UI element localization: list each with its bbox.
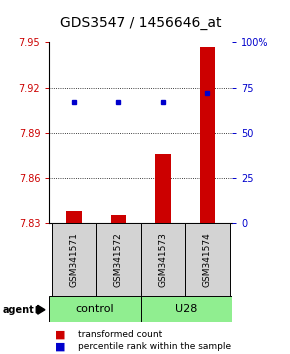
Bar (155, 154, 171, 223)
Text: GSM341573: GSM341573 (158, 232, 167, 287)
Text: percentile rank within the sample: percentile rank within the sample (78, 342, 231, 351)
Bar (200, 47, 215, 223)
Text: transformed count: transformed count (78, 330, 163, 339)
Text: ■: ■ (55, 341, 66, 351)
Text: GSM341572: GSM341572 (114, 232, 123, 287)
FancyArrow shape (36, 305, 45, 314)
Bar (52, 223, 96, 296)
Bar (110, 216, 126, 223)
Bar (185, 223, 230, 296)
Bar (141, 223, 185, 296)
Text: agent: agent (3, 305, 35, 315)
Text: control: control (76, 304, 114, 314)
Text: ■: ■ (55, 330, 66, 339)
Bar (66, 211, 81, 223)
Text: GSM341574: GSM341574 (203, 232, 212, 287)
Bar (49, 296, 141, 322)
Text: GDS3547 / 1456646_at: GDS3547 / 1456646_at (60, 16, 221, 30)
Bar (141, 296, 232, 322)
Text: GSM341571: GSM341571 (69, 232, 78, 287)
Text: U28: U28 (175, 304, 197, 314)
Bar (96, 223, 141, 296)
